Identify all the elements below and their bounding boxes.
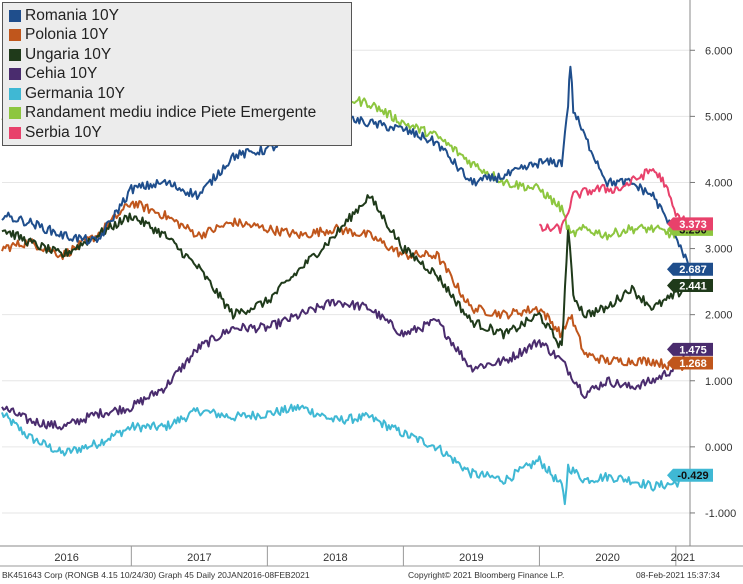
badge-shape xyxy=(667,262,713,276)
legend-swatch xyxy=(9,48,21,61)
badge-value: 3.373 xyxy=(679,219,707,231)
badge-value: 1.475 xyxy=(679,344,707,356)
y-axis-ticks: 6.000 5.000 4.000 3.000 2.000 1.000 0.000 -1.00… xyxy=(690,45,736,520)
series-line-cehia-10y xyxy=(1,298,691,431)
last-value-badge-cehia-10y: 1.475 xyxy=(667,342,713,356)
last-value-badge-serbia-10y: 3.373 xyxy=(667,217,713,231)
footer-copyright: Copyright© 2021 Bloomberg Finance L.P. xyxy=(408,570,565,580)
y-tick-label-4: 2.000 xyxy=(705,310,733,322)
footer: BK451643 Corp (RONGB 4.15 10/24/30) Grap… xyxy=(0,566,743,584)
legend-label: Randament mediu indice Piete Emergente xyxy=(25,104,317,122)
badge-value: 1.268 xyxy=(679,358,707,370)
y-tick-label-5: 1.000 xyxy=(705,376,733,388)
x-tick-label-2020: 2020 xyxy=(595,552,619,564)
last-value-badge-romania-10y: 2.687 xyxy=(667,262,713,276)
series-line-serbia-10y xyxy=(538,168,691,234)
legend-swatch xyxy=(9,87,21,100)
badge-value: 2.441 xyxy=(679,281,707,293)
series-line-ungaria-10y xyxy=(1,194,691,349)
x-tick-label-2016: 2016 xyxy=(54,552,78,564)
legend-swatch xyxy=(9,126,21,139)
legend-item-germania-10y: Germania 10Y xyxy=(9,84,351,104)
last-value-badge-germania-10y: -0.429 xyxy=(667,468,713,482)
y-tick-label-6: 0.000 xyxy=(705,442,733,454)
badge-shape xyxy=(667,342,713,356)
x-tick-label-2018: 2018 xyxy=(323,552,347,564)
footer-timestamp: 08-Feb-2021 15:37:34 xyxy=(636,570,721,580)
legend-label: Romania 10Y xyxy=(25,6,119,24)
legend-item-romania-10y: Romania 10Y xyxy=(9,6,351,26)
x-tick-label-2019: 2019 xyxy=(459,552,483,564)
legend-label: Serbia 10Y xyxy=(25,123,102,141)
legend-swatch xyxy=(9,29,21,42)
y-tick-label-2: 4.000 xyxy=(705,177,733,189)
legend: Romania 10Y Polonia 10Y Ungaria 10Y Cehia 1… xyxy=(2,2,352,146)
legend-item-randament-mediu-indice-piete-emergente: Randament mediu indice Piete Emergente xyxy=(9,104,351,124)
legend-item-polonia-10y: Polonia 10Y xyxy=(9,26,351,46)
badge-shape xyxy=(667,279,713,293)
badge-shape xyxy=(667,217,713,231)
legend-item-cehia-10y: Cehia 10Y xyxy=(9,65,351,85)
legend-swatch xyxy=(9,68,21,81)
legend-label: Germania 10Y xyxy=(25,84,125,102)
series-line-polonia-10y xyxy=(1,200,691,371)
legend-label: Ungaria 10Y xyxy=(25,45,112,63)
legend-label: Cehia 10Y xyxy=(25,65,98,83)
x-tick-label-2021: 2021 xyxy=(671,552,695,564)
badge-value: 2.687 xyxy=(679,264,707,276)
legend-label: Polonia 10Y xyxy=(25,26,109,44)
series-line-germania-10y xyxy=(1,403,691,506)
badge-shape xyxy=(667,468,713,482)
y-tick-label-3: 3.000 xyxy=(705,244,733,256)
badge-value: -0.429 xyxy=(677,470,708,482)
last-value-badge-ungaria-10y: 2.441 xyxy=(667,279,713,293)
y-tick-label-7: -1.000 xyxy=(705,508,736,520)
legend-swatch xyxy=(9,9,21,22)
last-value-badge-polonia-10y: 1.268 xyxy=(667,356,713,370)
x-tick-label-2017: 2017 xyxy=(187,552,211,564)
y-tick-label-1: 5.000 xyxy=(705,111,733,123)
y-tick-label-0: 6.000 xyxy=(705,45,733,57)
badge-shape xyxy=(667,356,713,370)
footer-source: BK451643 Corp (RONGB 4.15 10/24/30) Grap… xyxy=(2,570,310,580)
legend-item-serbia-10y: Serbia 10Y xyxy=(9,123,351,143)
legend-swatch xyxy=(9,107,21,120)
x-axis-labels: 2016 2017 2018 2019 2020 2021 xyxy=(0,546,743,567)
legend-item-ungaria-10y: Ungaria 10Y xyxy=(9,45,351,65)
